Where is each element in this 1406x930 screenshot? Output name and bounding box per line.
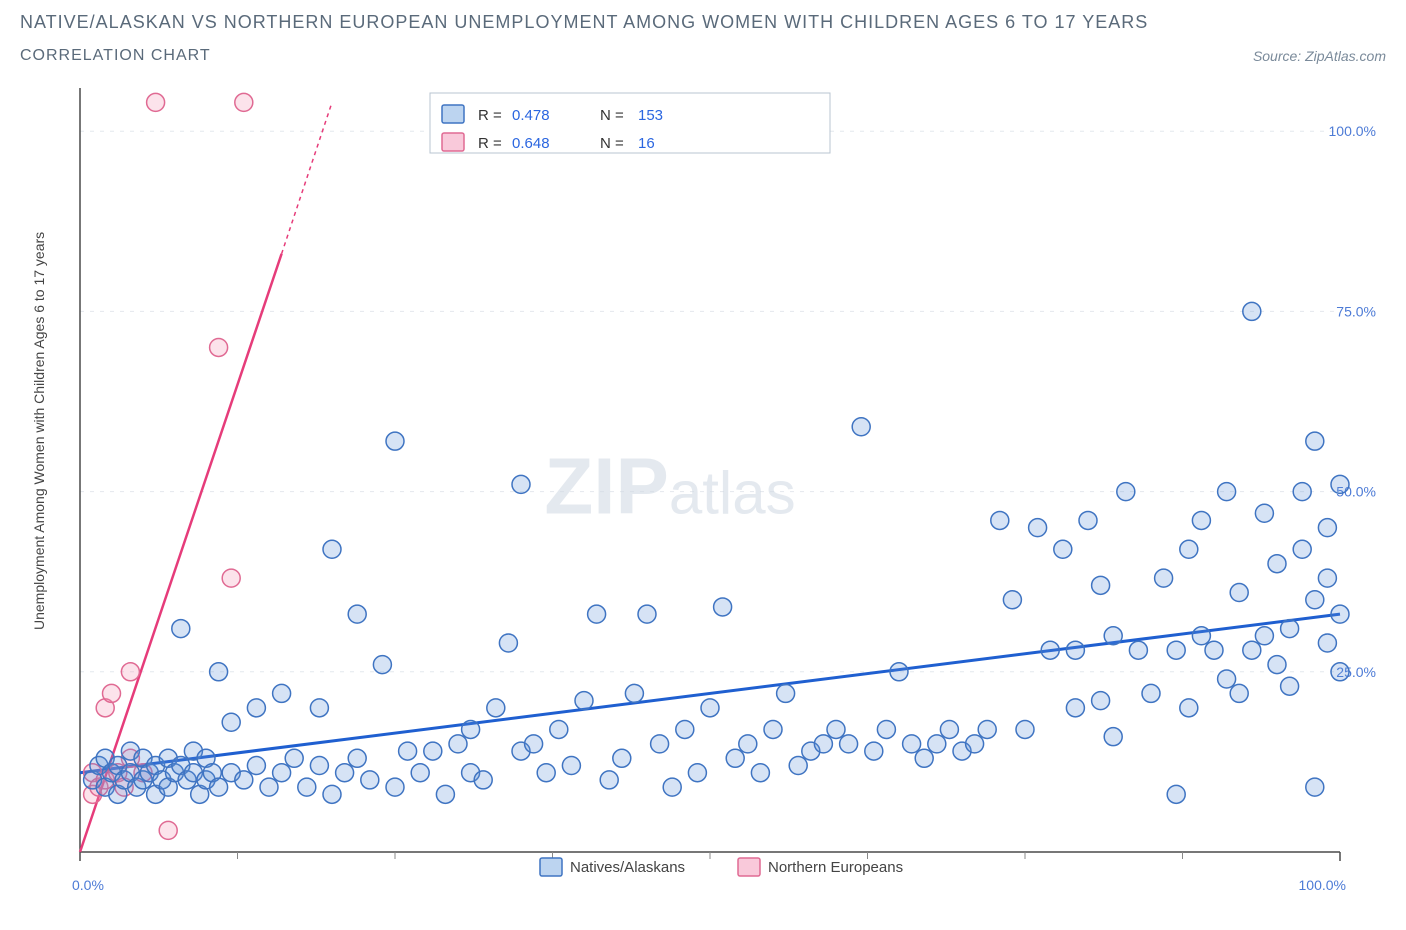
- svg-text:R =: R =: [478, 135, 502, 152]
- svg-text:ZIPatlas: ZIPatlas: [544, 442, 795, 531]
- svg-text:N =: N =: [600, 135, 624, 152]
- subtitle-row: CORRELATION CHART Source: ZipAtlas.com: [20, 47, 1386, 65]
- svg-text:153: 153: [638, 107, 663, 124]
- chart-area: ZIPatlas0.0%100.0%25.0%50.0%75.0%100.0%U…: [20, 80, 1386, 910]
- svg-text:Unemployment Among Women with: Unemployment Among Women with Children A…: [31, 232, 47, 630]
- svg-text:R =: R =: [478, 107, 502, 124]
- chart-container: NATIVE/ALASKAN VS NORTHERN EUROPEAN UNEM…: [0, 0, 1406, 930]
- svg-text:75.0%: 75.0%: [1336, 303, 1376, 319]
- svg-text:Northern Europeans: Northern Europeans: [768, 859, 903, 876]
- svg-text:0.478: 0.478: [512, 107, 550, 124]
- svg-text:100.0%: 100.0%: [1329, 123, 1376, 139]
- svg-text:0.648: 0.648: [512, 135, 550, 152]
- svg-text:Natives/Alaskans: Natives/Alaskans: [570, 859, 685, 876]
- svg-text:N =: N =: [600, 107, 624, 124]
- svg-text:16: 16: [638, 135, 655, 152]
- svg-text:0.0%: 0.0%: [72, 877, 104, 893]
- chart-subtitle: CORRELATION CHART: [20, 47, 211, 65]
- source-attribution: Source: ZipAtlas.com: [1253, 48, 1386, 64]
- scatter-chart-svg: ZIPatlas0.0%100.0%25.0%50.0%75.0%100.0%U…: [20, 80, 1386, 910]
- svg-text:100.0%: 100.0%: [1299, 877, 1346, 893]
- chart-title: NATIVE/ALASKAN VS NORTHERN EUROPEAN UNEM…: [20, 12, 1386, 33]
